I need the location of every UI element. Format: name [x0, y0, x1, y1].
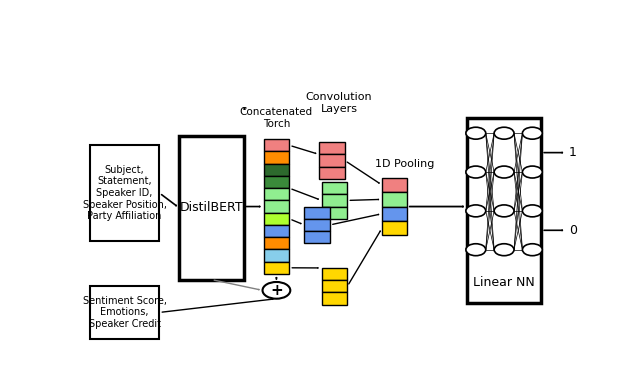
FancyBboxPatch shape	[264, 139, 289, 151]
Text: .: .	[241, 94, 248, 114]
Circle shape	[494, 244, 514, 256]
FancyBboxPatch shape	[264, 213, 289, 225]
Circle shape	[522, 166, 542, 178]
Text: Sentiment Score,
Emotions,
Speaker Credit: Sentiment Score, Emotions, Speaker Credi…	[83, 296, 166, 329]
FancyBboxPatch shape	[90, 145, 159, 241]
Text: DistilBERT: DistilBERT	[180, 201, 243, 215]
Text: 1D Pooling: 1D Pooling	[374, 159, 434, 169]
FancyBboxPatch shape	[264, 188, 289, 201]
FancyBboxPatch shape	[179, 136, 244, 280]
Text: +: +	[270, 283, 283, 298]
Circle shape	[494, 166, 514, 178]
FancyBboxPatch shape	[321, 182, 348, 194]
Text: Linear NN: Linear NN	[473, 276, 535, 289]
FancyBboxPatch shape	[382, 178, 407, 192]
FancyBboxPatch shape	[264, 225, 289, 237]
Circle shape	[522, 244, 542, 256]
Circle shape	[262, 282, 291, 299]
FancyBboxPatch shape	[382, 192, 407, 206]
Circle shape	[494, 205, 514, 217]
FancyBboxPatch shape	[304, 219, 330, 231]
Circle shape	[466, 166, 486, 178]
FancyBboxPatch shape	[264, 237, 289, 249]
Text: Concatenated
Torch: Concatenated Torch	[240, 107, 313, 129]
Text: 1: 1	[569, 146, 577, 159]
Circle shape	[466, 205, 486, 217]
FancyBboxPatch shape	[264, 176, 289, 188]
FancyBboxPatch shape	[264, 151, 289, 164]
Text: Convolution
Layers: Convolution Layers	[305, 92, 372, 114]
FancyBboxPatch shape	[319, 167, 345, 179]
Circle shape	[522, 205, 542, 217]
FancyBboxPatch shape	[264, 262, 289, 274]
FancyBboxPatch shape	[304, 206, 330, 219]
Circle shape	[466, 244, 486, 256]
FancyBboxPatch shape	[264, 164, 289, 176]
FancyBboxPatch shape	[382, 206, 407, 221]
Text: Subject,
Statement,
Speaker ID,
Speaker Position,
Party Affiliation: Subject, Statement, Speaker ID, Speaker …	[83, 165, 166, 221]
Circle shape	[466, 127, 486, 139]
FancyBboxPatch shape	[264, 249, 289, 262]
FancyBboxPatch shape	[264, 201, 289, 213]
FancyBboxPatch shape	[321, 194, 348, 206]
Text: 0: 0	[569, 224, 577, 237]
FancyBboxPatch shape	[304, 231, 330, 243]
FancyBboxPatch shape	[467, 118, 541, 303]
FancyBboxPatch shape	[321, 206, 348, 219]
FancyBboxPatch shape	[319, 154, 345, 167]
FancyBboxPatch shape	[321, 293, 348, 305]
FancyBboxPatch shape	[321, 280, 348, 293]
FancyBboxPatch shape	[321, 268, 348, 280]
Circle shape	[494, 127, 514, 139]
Circle shape	[522, 127, 542, 139]
FancyBboxPatch shape	[382, 221, 407, 235]
FancyBboxPatch shape	[90, 286, 159, 340]
FancyBboxPatch shape	[319, 142, 345, 154]
